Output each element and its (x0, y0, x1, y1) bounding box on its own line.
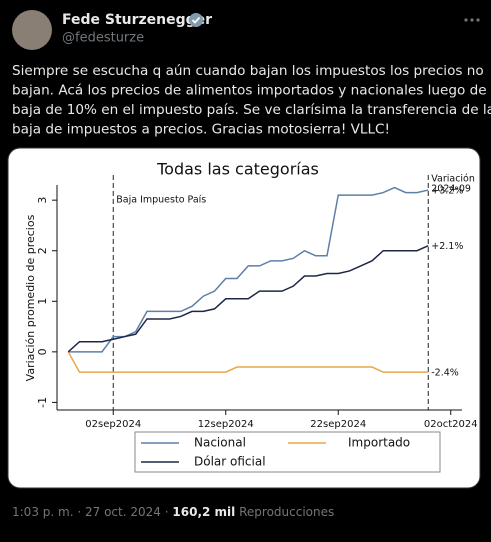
x-tick-label: 02oct2024 (424, 419, 478, 430)
end-label: +2.1% (431, 241, 463, 252)
separator: · (77, 505, 81, 519)
reference-label: 2024-09 (431, 184, 471, 195)
post-text-line: baja de 10% en el impuesto país. Se ve c… (12, 102, 491, 118)
legend-box (134, 431, 441, 473)
reference-label: Baja Impuesto País (116, 195, 206, 206)
chart-title: Todas las categorías (156, 160, 319, 179)
y-tick-label: 3 (36, 197, 49, 204)
post-text: Siempre se escucha q aún cuando bajan lo… (12, 63, 491, 138)
series-line (67, 244, 429, 353)
views-label: Reproducciones (239, 505, 334, 519)
y-tick-label: 0 (36, 348, 49, 355)
legend-label: Importado (348, 436, 410, 450)
post-text-line: baja de impuestos a precios. Gracias mot… (12, 122, 390, 138)
end-label: +3.2% (431, 186, 463, 197)
time: 1:03 p. m. (12, 505, 74, 519)
timestamp: 1:03 p. m. · 27 oct. 2024 · 160,2 mil Re… (12, 505, 334, 519)
y-tick-label: 1 (36, 298, 49, 305)
more-menu[interactable] (464, 18, 480, 22)
post-text-line: Siempre se escucha q aún cuando bajan lo… (12, 63, 484, 79)
chart: Todas las categorías Variación promedio … (24, 160, 478, 473)
handle[interactable]: @fedesturze (62, 31, 144, 46)
chart-card[interactable] (7, 147, 481, 489)
y-tick-label: 2 (36, 247, 49, 254)
end-label: -2.4% (431, 368, 459, 379)
separator: · (165, 505, 169, 519)
x-tick-label: 12sep2024 (198, 419, 254, 430)
x-tick-label: 22sep2024 (310, 419, 366, 430)
author[interactable]: Fede Sturzenegger (62, 12, 212, 28)
post-text-line: bajan. Acá los precios de alimentos impo… (12, 83, 491, 99)
verified-badge (189, 13, 203, 27)
legend-label: Dólar oficial (194, 455, 266, 469)
views: 160,2 mil (172, 505, 235, 519)
x-tick-label: 02sep2024 (85, 419, 141, 430)
series-line (68, 186, 429, 353)
date: 27 oct. 2024 (85, 505, 161, 519)
footer: 1:03 p. m. · 27 oct. 2024 · 160,2 mil Re… (12, 505, 334, 519)
y-tick-label: -1 (36, 397, 49, 408)
series-line (67, 351, 429, 373)
y-axis-label: Variación promedio de precios (24, 214, 37, 381)
reference-label: Variación (431, 174, 475, 185)
avatar[interactable] (12, 10, 52, 50)
legend-label: Nacional (194, 436, 246, 450)
